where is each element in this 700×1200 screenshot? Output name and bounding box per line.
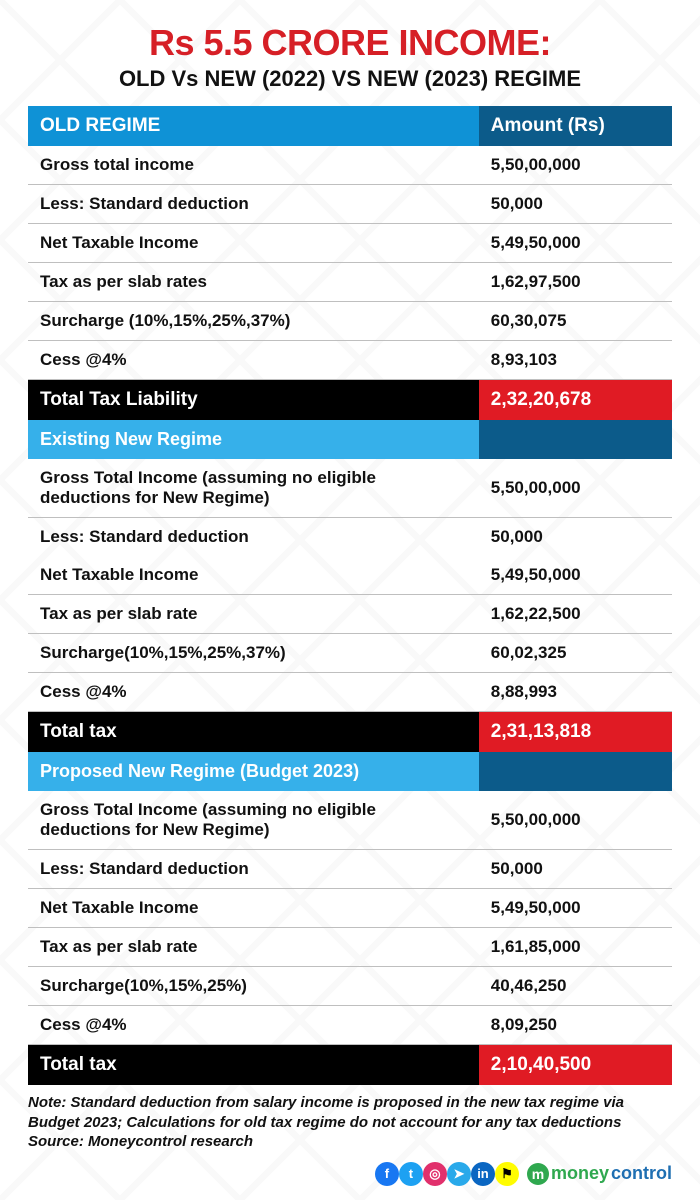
table-row: Less: Standard deduction50,000 <box>28 518 672 557</box>
table-row: Cess @4%8,88,993 <box>28 673 672 712</box>
row-label: Cess @4% <box>28 1006 479 1045</box>
table-row: Cess @4%8,09,250 <box>28 1006 672 1045</box>
page-subtitle: OLD Vs NEW (2022) VS NEW (2023) REGIME <box>28 66 672 92</box>
row-value: 8,88,993 <box>479 673 672 712</box>
header-label: OLD REGIME <box>28 106 479 146</box>
row-label: Cess @4% <box>28 673 479 712</box>
subheader-value <box>479 420 672 459</box>
instagram-icon[interactable]: ◎ <box>423 1162 447 1186</box>
table-row: Surcharge(10%,15%,25%,37%)60,02,325 <box>28 634 672 673</box>
row-value: 5,49,50,000 <box>479 889 672 928</box>
facebook-icon[interactable]: f <box>375 1162 399 1186</box>
table-row: Tax as per slab rate1,61,85,000 <box>28 928 672 967</box>
total-value: 2,32,20,678 <box>479 380 672 421</box>
row-label: Less: Standard deduction <box>28 518 479 557</box>
row-label: Tax as per slab rates <box>28 263 479 302</box>
brand-logo: m moneycontrol <box>527 1163 672 1185</box>
total-label: Total Tax Liability <box>28 380 479 421</box>
brand-money: money <box>551 1163 609 1184</box>
subheader-label: Proposed New Regime (Budget 2023) <box>28 752 479 791</box>
twitter-icon[interactable]: t <box>399 1162 423 1186</box>
row-label: Gross total income <box>28 146 479 185</box>
row-value: 5,49,50,000 <box>479 556 672 595</box>
table-row: Less: Standard deduction50,000 <box>28 850 672 889</box>
row-label: Surcharge(10%,15%,25%,37%) <box>28 634 479 673</box>
row-value: 8,93,103 <box>479 341 672 380</box>
total-label: Total tax <box>28 712 479 753</box>
table-row: Net Taxable Income5,49,50,000 <box>28 556 672 595</box>
total-value: 2,10,40,500 <box>479 1045 672 1086</box>
row-label: Tax as per slab rate <box>28 595 479 634</box>
brand-m-icon: m <box>527 1163 549 1185</box>
row-value: 5,50,00,000 <box>479 459 672 518</box>
table-row: Net Taxable Income5,49,50,000 <box>28 889 672 928</box>
row-value: 60,02,325 <box>479 634 672 673</box>
row-label: Surcharge (10%,15%,25%,37%) <box>28 302 479 341</box>
header-value: Amount (Rs) <box>479 106 672 146</box>
subheader-label: Existing New Regime <box>28 420 479 459</box>
table-row: Gross Total Income (assuming no eligible… <box>28 791 672 850</box>
row-value: 50,000 <box>479 850 672 889</box>
row-value: 5,49,50,000 <box>479 224 672 263</box>
row-label: Cess @4% <box>28 341 479 380</box>
brand-control: control <box>611 1163 672 1184</box>
footnote: Note: Standard deduction from salary inc… <box>28 1093 672 1152</box>
total-value: 2,31,13,818 <box>479 712 672 753</box>
row-value: 60,30,075 <box>479 302 672 341</box>
table-row: Gross total income5,50,00,000 <box>28 146 672 185</box>
table-row: Gross Total Income (assuming no eligible… <box>28 459 672 518</box>
row-label: Gross Total Income (assuming no eligible… <box>28 459 479 518</box>
row-label: Net Taxable Income <box>28 224 479 263</box>
table-row: Cess @4%8,93,103 <box>28 341 672 380</box>
row-label: Gross Total Income (assuming no eligible… <box>28 791 479 850</box>
row-value: 50,000 <box>479 518 672 557</box>
table-row: Surcharge (10%,15%,25%,37%)60,30,075 <box>28 302 672 341</box>
telegram-icon[interactable]: ➤ <box>447 1162 471 1186</box>
row-label: Surcharge(10%,15%,25%) <box>28 967 479 1006</box>
row-label: Net Taxable Income <box>28 556 479 595</box>
table-row: Surcharge(10%,15%,25%)40,46,250 <box>28 967 672 1006</box>
table-row: Less: Standard deduction50,000 <box>28 185 672 224</box>
subheader-value <box>479 752 672 791</box>
page-title: Rs 5.5 CRORE INCOME: <box>28 22 672 64</box>
row-value: 50,000 <box>479 185 672 224</box>
row-value: 8,09,250 <box>479 1006 672 1045</box>
footer: ft◎➤in⚑ m moneycontrol <box>28 1162 672 1187</box>
table-row: Net Taxable Income5,49,50,000 <box>28 224 672 263</box>
total-label: Total tax <box>28 1045 479 1086</box>
row-value: 1,62,97,500 <box>479 263 672 302</box>
table-row: Tax as per slab rates1,62,97,500 <box>28 263 672 302</box>
row-value: 5,50,00,000 <box>479 791 672 850</box>
row-value: 1,62,22,500 <box>479 595 672 634</box>
row-label: Less: Standard deduction <box>28 185 479 224</box>
row-label: Net Taxable Income <box>28 889 479 928</box>
row-value: 5,50,00,000 <box>479 146 672 185</box>
row-label: Tax as per slab rate <box>28 928 479 967</box>
tax-comparison-table: OLD REGIMEAmount (Rs)Gross total income5… <box>28 106 672 1085</box>
table-row: Tax as per slab rate1,62,22,500 <box>28 595 672 634</box>
linkedin-icon[interactable]: in <box>471 1162 495 1186</box>
row-value: 40,46,250 <box>479 967 672 1006</box>
row-value: 1,61,85,000 <box>479 928 672 967</box>
row-label: Less: Standard deduction <box>28 850 479 889</box>
snapchat-icon[interactable]: ⚑ <box>495 1162 519 1186</box>
